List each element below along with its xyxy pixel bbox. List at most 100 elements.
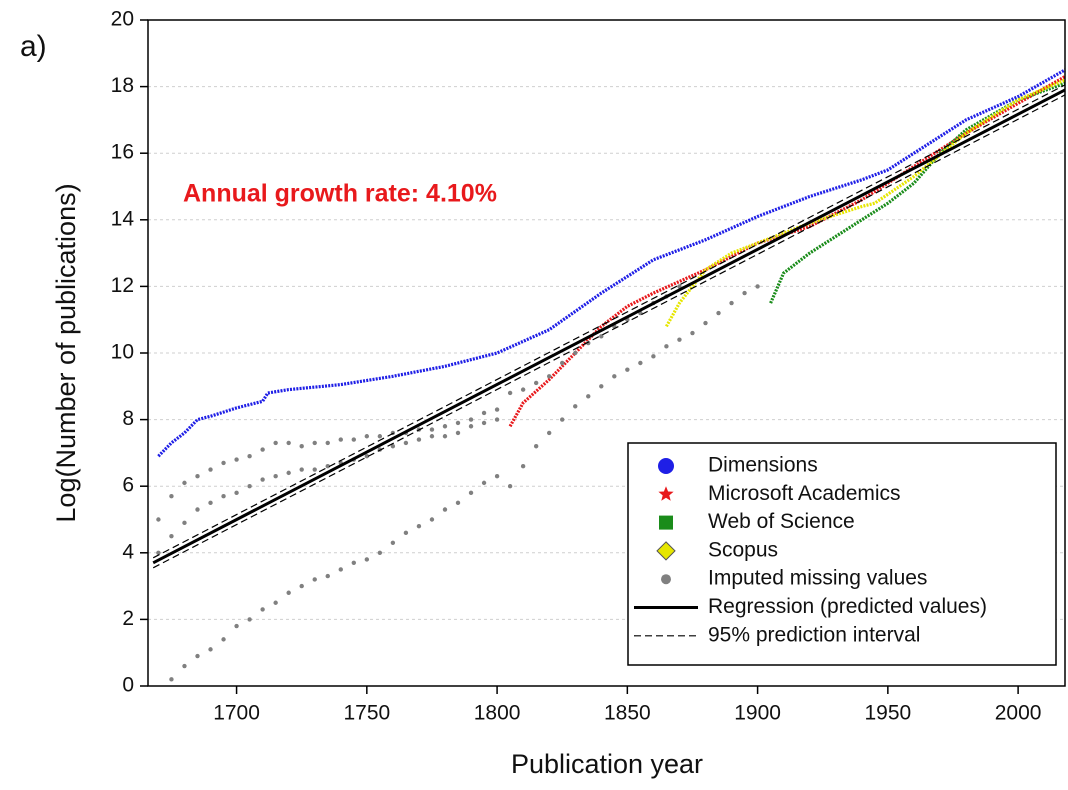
- imputed-point: [481, 480, 487, 486]
- imputed-point: [573, 404, 578, 409]
- imputed-point: [195, 653, 200, 659]
- imputed-point: [481, 420, 487, 426]
- y-tick-label: 8: [122, 407, 134, 430]
- imputed-point: [325, 464, 330, 469]
- imputed-point: [494, 407, 500, 412]
- imputed-point: [455, 430, 461, 436]
- imputed-point: [208, 500, 213, 506]
- imputed-point: [325, 440, 330, 446]
- legend-marker: [661, 574, 671, 585]
- y-tick-label: 16: [111, 141, 134, 164]
- legend-marker: [659, 515, 673, 530]
- imputed-point: [247, 484, 252, 489]
- imputed-point: [560, 360, 565, 366]
- imputed-point: [234, 490, 239, 496]
- imputed-point: [286, 590, 291, 595]
- imputed-point: [234, 457, 239, 462]
- imputed-point: [364, 557, 370, 562]
- imputed-point: [169, 533, 174, 539]
- imputed-point: [481, 410, 487, 416]
- imputed-point: [169, 493, 174, 499]
- imputed-point: [325, 573, 330, 579]
- y-tick-label: 18: [111, 74, 134, 97]
- imputed-point: [221, 460, 226, 466]
- imputed-point: [599, 384, 604, 389]
- interval-upper: [152, 84, 1066, 559]
- x-tick-label: 1900: [734, 702, 781, 725]
- imputed-point: [351, 560, 357, 565]
- imputed-point: [273, 474, 278, 479]
- imputed-point: [612, 374, 617, 379]
- imputed-point: [364, 454, 370, 459]
- imputed-point: [234, 623, 239, 629]
- imputed-point: [156, 550, 161, 555]
- imputed-point: [182, 520, 187, 526]
- y-tick-label: 14: [111, 207, 135, 230]
- legend-label: Web of Science: [708, 510, 855, 533]
- imputed-point: [182, 480, 187, 486]
- imputed-point: [742, 290, 747, 296]
- imputed-point: [755, 284, 760, 289]
- imputed-point: [260, 477, 265, 482]
- imputed-point: [716, 310, 721, 316]
- imputed-point: [573, 350, 578, 356]
- y-tick-label: 0: [122, 674, 134, 697]
- legend-label: Scopus: [708, 538, 778, 561]
- annotation: Annual growth rate: 4.10%: [183, 180, 497, 208]
- series-line: [157, 68, 1066, 458]
- imputed-point: [377, 434, 383, 439]
- imputed-point: [703, 320, 708, 326]
- imputed-point: [442, 424, 448, 429]
- legend-label: Imputed missing values: [708, 567, 927, 590]
- imputed-point: [182, 663, 187, 669]
- regression-line: [152, 88, 1066, 565]
- interval-lower: [152, 94, 1066, 569]
- x-axis-label: Publication year: [511, 749, 703, 779]
- imputed-point: [364, 434, 370, 439]
- x-tick-label: 1950: [864, 702, 911, 725]
- imputed-point: [429, 434, 435, 439]
- imputed-point: [533, 444, 539, 449]
- series-line: [769, 81, 1066, 304]
- imputed-point: [546, 374, 552, 379]
- imputed-point: [247, 617, 252, 622]
- imputed-point: [494, 474, 500, 479]
- imputed-point: [638, 360, 643, 366]
- imputed-point: [560, 417, 565, 422]
- imputed-point: [169, 677, 174, 682]
- imputed-point: [729, 300, 734, 306]
- imputed-point: [286, 440, 291, 446]
- imputed-point: [312, 440, 317, 446]
- x-tick-label: 2000: [995, 702, 1042, 725]
- imputed-point: [677, 284, 682, 289]
- imputed-point: [429, 517, 435, 522]
- imputed-point: [546, 430, 552, 436]
- plot-frame: [147, 19, 1066, 687]
- imputed-point: [586, 394, 591, 399]
- imputed-point: [247, 454, 252, 459]
- y-tick-label: 2: [122, 607, 134, 630]
- imputed-point: [208, 647, 213, 652]
- imputed-point: [664, 344, 669, 349]
- imputed-point: [390, 540, 396, 546]
- x-tick-label: 1850: [604, 702, 651, 725]
- y-axis-label: Log(Number of publications): [51, 183, 81, 522]
- imputed-point: [533, 380, 539, 386]
- imputed-point: [494, 417, 500, 422]
- series-line: [665, 78, 1066, 328]
- imputed-point: [273, 600, 278, 605]
- x-tick-label: 1800: [474, 702, 521, 725]
- imputed-point: [299, 583, 304, 589]
- panel-label: a): [20, 30, 47, 63]
- imputed-point: [507, 484, 513, 489]
- legend-marker: [658, 458, 674, 474]
- imputed-point: [351, 437, 357, 442]
- imputed-point: [520, 387, 526, 392]
- imputed-point: [455, 420, 461, 426]
- imputed-point: [260, 447, 265, 452]
- imputed-point: [299, 467, 304, 472]
- imputed-point: [416, 523, 422, 529]
- y-tick-label: 6: [122, 474, 134, 497]
- imputed-point: [677, 337, 682, 342]
